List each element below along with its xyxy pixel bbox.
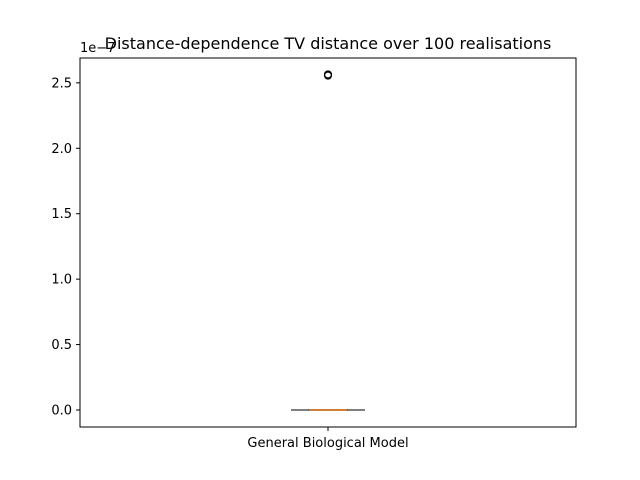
y-tick-label: 1.5 (51, 207, 72, 222)
y-axis-offset-label: 1e−7 (80, 41, 115, 56)
plot-marks (291, 70, 365, 411)
axis-ticks: 0.0 0.5 1.0 1.5 2.0 2.5 General Biological Mod… (51, 76, 408, 451)
y-tick-label: 2.5 (51, 76, 72, 91)
outlier-point (324, 70, 332, 79)
x-tick-label: General Biological Model (247, 436, 408, 451)
plot-frame (79, 57, 577, 428)
chart-title: Distance-dependence TV distance over 100… (105, 34, 552, 53)
y-tick-label: 0.0 (51, 403, 72, 418)
y-tick-label: 0.5 (51, 338, 72, 353)
y-tick-label: 1.0 (51, 273, 72, 288)
y-tick-label: 2.0 (51, 142, 72, 157)
